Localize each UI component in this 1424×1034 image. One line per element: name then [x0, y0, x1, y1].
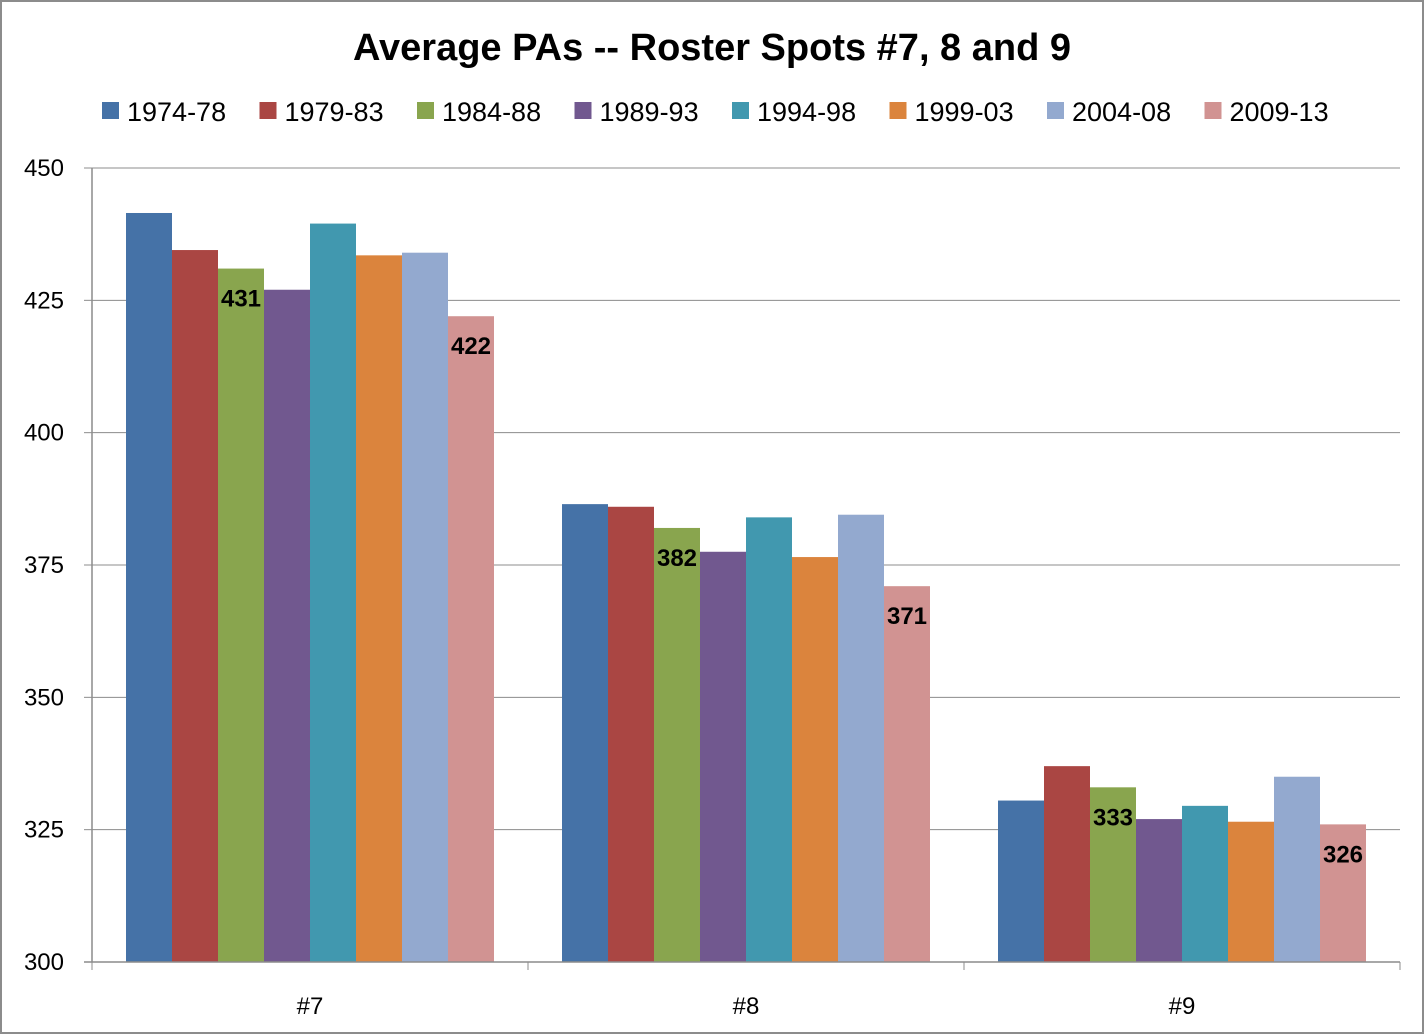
data-labels: 431 422 382 371 333 326 [221, 286, 1363, 869]
bar [1044, 766, 1090, 962]
legend-label: 1984-88 [442, 97, 541, 127]
bar [1228, 821, 1274, 962]
y-tick-label: 450 [24, 155, 64, 182]
legend-label: 1974-78 [127, 97, 226, 127]
y-tick-label: 300 [24, 949, 64, 976]
legend-swatch [1204, 102, 1222, 119]
y-axis: 300 325 350 375 400 425 450 [24, 155, 93, 976]
legend-label: 1989-93 [600, 97, 699, 127]
data-label: 333 [1093, 804, 1133, 831]
bar [1136, 819, 1182, 962]
legend-label: 1999-03 [915, 97, 1014, 127]
legend-swatch [889, 102, 907, 119]
category-label: #7 [297, 993, 324, 1020]
chart-title: Average PAs -- Roster Spots #7, 8 and 9 [353, 27, 1071, 69]
bar [172, 250, 218, 963]
y-tick-label: 375 [24, 552, 64, 579]
bar [310, 223, 356, 962]
legend-swatch [574, 102, 592, 119]
bar [1274, 776, 1320, 962]
data-label: 326 [1323, 841, 1363, 868]
bar [402, 252, 448, 962]
legend-swatch [732, 102, 749, 119]
bar [1182, 805, 1228, 962]
bar [356, 255, 402, 963]
legend-label: 2004-08 [1072, 97, 1171, 127]
bar [448, 316, 494, 962]
y-tick-label: 325 [24, 817, 64, 844]
legend-swatch [102, 102, 119, 119]
data-label: 422 [451, 333, 491, 360]
bar [126, 212, 172, 962]
category-label: #8 [733, 993, 760, 1020]
bar [562, 504, 608, 962]
bar [1090, 787, 1136, 962]
bar [218, 268, 264, 962]
data-label: 431 [221, 286, 261, 313]
legend-label: 2009-13 [1230, 97, 1329, 127]
bar [838, 514, 884, 962]
legend: 1974-78 1979-83 1984-88 1989-93 1994-98 1999-… [102, 97, 1329, 127]
bar [700, 551, 746, 962]
y-tick-label: 350 [24, 684, 64, 711]
data-label: 382 [657, 545, 697, 572]
data-label: 371 [887, 603, 927, 630]
legend-swatch [259, 102, 277, 119]
y-tick-label: 400 [24, 420, 64, 447]
bar [608, 506, 654, 962]
bar [654, 527, 700, 962]
y-tick-label: 425 [24, 287, 64, 314]
bar [884, 586, 930, 962]
bar [746, 517, 792, 962]
legend-swatch [417, 102, 434, 119]
bars [126, 212, 1366, 963]
bar [264, 289, 310, 962]
category-label: #9 [1169, 993, 1196, 1020]
legend-swatch [1047, 102, 1064, 119]
bar [998, 800, 1044, 962]
bar [1320, 824, 1366, 962]
legend-label: 1994-98 [757, 97, 856, 127]
legend-label: 1979-83 [285, 97, 384, 127]
bar [792, 557, 838, 962]
x-axis: #7 #8 #9 [84, 961, 1401, 1020]
